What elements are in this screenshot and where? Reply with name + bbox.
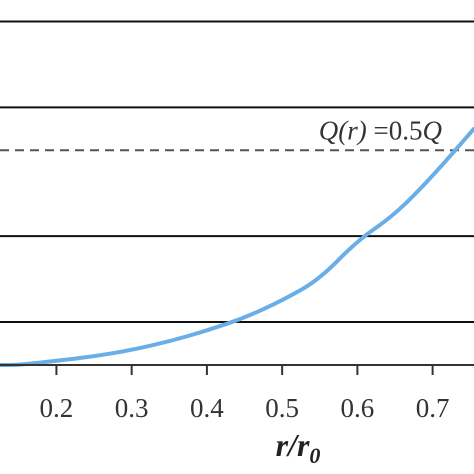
annotation-part3: Q: [423, 115, 443, 145]
x-tick-label: 0.3: [115, 393, 149, 423]
series-layer: [0, 126, 474, 367]
horizontal-lines: [0, 20, 474, 324]
annotation-part2: =0.5: [367, 115, 423, 145]
x-ticks: 0.2 0.3 0.4 0.5 0.6 0.7: [40, 365, 450, 423]
annotation-part1: Q(r): [319, 115, 367, 145]
series-line-1: [0, 126, 474, 367]
x-tick-label: 0.5: [265, 393, 299, 423]
x-tick-label: 0.6: [341, 393, 375, 423]
x-axis-label: r/r0: [276, 427, 321, 468]
annotation-label: Q(r) =0.5Q: [319, 115, 442, 145]
x-axis-label-subscript: 0: [309, 443, 320, 468]
x-axis-label-main: r/r: [276, 427, 310, 463]
x-tick-label: 0.7: [416, 393, 450, 423]
x-tick-label: 0.2: [40, 393, 74, 423]
x-tick-label: 0.4: [190, 393, 224, 423]
